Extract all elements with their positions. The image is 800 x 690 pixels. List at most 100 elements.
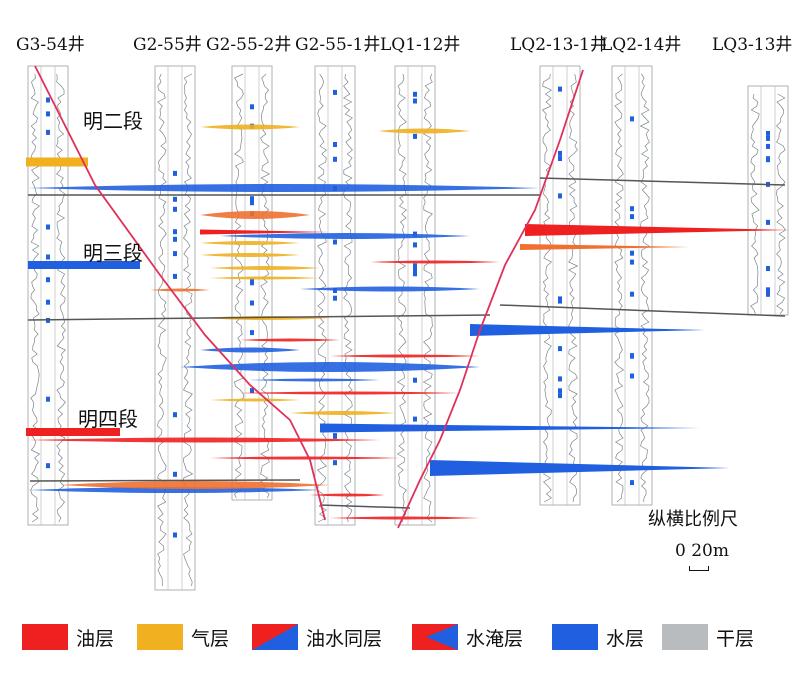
gas-layer-swatch (137, 624, 183, 650)
interpretation-mark (250, 104, 254, 110)
interpretation-mark (558, 376, 562, 382)
interpretation-mark (630, 206, 634, 212)
well-name-g3-54: G3-54井 (16, 35, 85, 55)
water-layer (28, 261, 140, 269)
interpretation-mark (250, 300, 254, 306)
interpretation-mark (250, 388, 254, 394)
log-curve (422, 73, 433, 523)
oil-layer (520, 244, 690, 250)
interpretation-mark (413, 266, 417, 272)
water-layer (300, 286, 480, 292)
dry-layer-swatch (662, 624, 708, 650)
interpretation-mark (413, 91, 417, 97)
fault-lines (34, 65, 584, 529)
well-name-g2-55: G2-55井 (133, 35, 202, 55)
interpretation-mark (766, 291, 770, 297)
interpretation-mark (333, 142, 337, 147)
interpretation-mark (333, 156, 337, 162)
interpretation-mark (766, 157, 770, 163)
interpretation-mark (766, 287, 770, 293)
log-curve (614, 73, 625, 503)
log-curve (156, 73, 167, 586)
interpretation-mark (558, 388, 562, 394)
legend-item-gas: 气层 (137, 622, 229, 652)
interpretation-mark (333, 239, 337, 245)
well-name-g2-55-2: G2-55-2井 (206, 35, 292, 55)
well-log-track (539, 65, 581, 506)
interpretation-mark (173, 471, 177, 477)
interpretation-mark (630, 480, 634, 486)
interpretation-mark (413, 377, 417, 383)
interpretation-mark (558, 150, 562, 156)
well-log-track (154, 65, 196, 591)
gas-layer (378, 128, 470, 134)
zone-label-ming2: 明二段 (83, 109, 143, 133)
interpretation-mark (558, 393, 562, 399)
interpretation-mark (46, 129, 50, 135)
interpretation-mark (173, 196, 177, 202)
zone-label-ming3: 明三段 (83, 241, 143, 265)
log-curve (639, 73, 650, 503)
oil-layer (210, 456, 400, 460)
legend-item-dry: 干层 (662, 622, 754, 652)
log-curve (233, 73, 244, 499)
marker-line (499, 304, 786, 317)
interpretation-mark (558, 156, 562, 161)
gas-layer (200, 253, 300, 257)
stratigraphic-marker-lines (27, 177, 786, 509)
oil-layer (240, 391, 460, 395)
marker-line (29, 479, 301, 482)
well-name-lq2-13-1: LQ2-13-1井 (510, 35, 607, 55)
water-flooded-layer-swatch (412, 624, 458, 650)
legend-item-oil: 油层 (22, 622, 114, 652)
gas-layer (26, 157, 88, 167)
well-log-track (27, 65, 69, 526)
water-layer (200, 347, 300, 353)
interpretation-mark (766, 130, 770, 136)
water-layer (28, 184, 540, 192)
interpretation-mark (173, 236, 177, 242)
fault-line (34, 65, 326, 521)
oil-layer (200, 211, 310, 219)
gas-layer (210, 276, 320, 280)
log-curve (260, 73, 271, 499)
interpretation-mark (413, 242, 417, 248)
oil-layer (330, 354, 480, 358)
log-curve (775, 93, 786, 315)
interpretation-mark (558, 86, 562, 92)
marker-line (319, 504, 411, 509)
log-curve (750, 93, 760, 315)
interpretation-mark (413, 263, 417, 269)
interpretation-mark (250, 330, 254, 336)
interpretation-mark (558, 193, 562, 199)
oil-layer (200, 229, 330, 235)
interpretation-mark (46, 396, 50, 402)
interpretation-mark (173, 273, 177, 279)
interpretation-mark (413, 416, 417, 422)
oil-layer-swatch (22, 624, 68, 650)
oil-layer (60, 481, 330, 489)
legend-label: 气层 (191, 627, 230, 650)
scale-text: 0 20m (675, 541, 729, 561)
water-layer-swatch (552, 624, 598, 650)
interpretation-mark (413, 133, 417, 139)
interpretation-mark (333, 460, 337, 466)
oil-layer (330, 516, 480, 520)
interpretation-mark (46, 463, 50, 469)
oil-layer (28, 437, 380, 443)
interpretation-mark (413, 271, 417, 277)
interpretation-mark (630, 291, 634, 297)
well-name-lq3-13: LQ3-13井 (712, 35, 793, 55)
interpretation-mark (250, 200, 254, 206)
log-curve (56, 73, 66, 523)
water-layer (470, 324, 705, 336)
interpretation-mark (558, 296, 562, 302)
gas-layer (210, 266, 320, 270)
interpretation-mark (333, 433, 337, 439)
log-curve (396, 73, 408, 523)
interpretation-mark (46, 97, 50, 103)
legend-label: 水淹层 (466, 627, 524, 650)
marker-line (539, 177, 786, 186)
interpretation-mark (173, 532, 177, 538)
